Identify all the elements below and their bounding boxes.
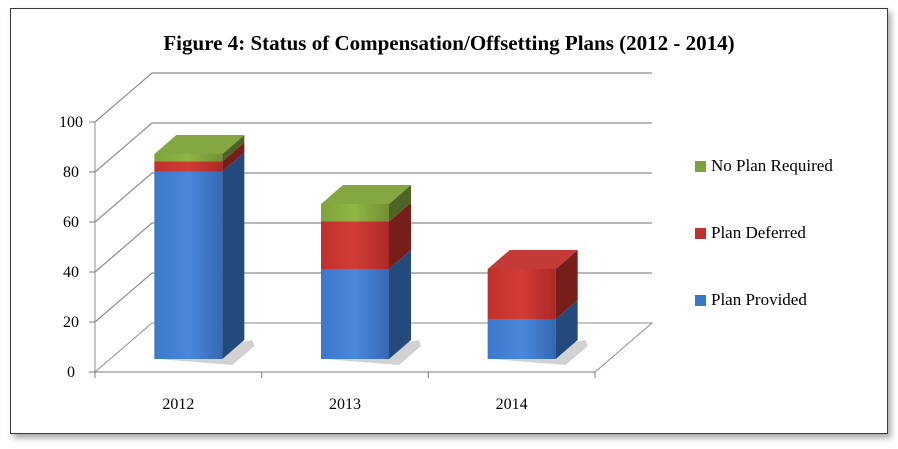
bar-side-2014-plan-provided <box>555 300 578 359</box>
bar-top-2014-plan-deferred <box>487 250 578 269</box>
bar-2014-plan-deferred <box>487 269 556 319</box>
gridline <box>94 72 652 123</box>
bar-2014-plan-provided <box>487 319 556 359</box>
bar-side-2012-plan-deferred <box>222 142 245 172</box>
bar-side-2013-plan-provided <box>389 250 411 359</box>
legend-label-plan-provided: Plan Provided <box>711 290 807 309</box>
bar-2013-plan-provided <box>321 269 389 359</box>
legend-label-plan-deferred: Plan Deferred <box>711 223 806 242</box>
bar-2012-plan-deferred <box>154 161 223 172</box>
y-tick-label: 80 <box>63 164 79 181</box>
bar-top-2013-no-plan-required <box>321 185 411 204</box>
legend-swatch-plan-provided <box>695 295 706 306</box>
bar-top-2012-no-plan-required <box>154 135 245 154</box>
bar-side-2012-plan-provided <box>222 152 245 359</box>
bar-2013-plan-deferred <box>321 221 389 269</box>
y-tick-label: 0 <box>67 364 75 381</box>
gridline <box>94 122 652 173</box>
legend-label-no-plan-required: No Plan Required <box>711 156 833 175</box>
x-tick-label-2013: 2013 <box>329 396 361 413</box>
y-tick-label: 40 <box>63 264 79 281</box>
bar-side-2012-no-plan-required <box>222 135 245 162</box>
x-axis: 2012 2013 2014 <box>94 371 596 413</box>
bar-side-2014-plan-deferred <box>555 250 578 319</box>
bar-2012-plan-provided <box>154 171 223 359</box>
chart-title: Figure 4: Status of Compensation/Offsett… <box>163 31 734 55</box>
legend-swatch-plan-deferred <box>695 228 706 239</box>
bars <box>154 135 588 365</box>
y-tick-label: 60 <box>63 214 79 231</box>
bar-2013-no-plan-required <box>321 204 389 222</box>
y-axis: 0 20 40 60 80 100 <box>59 114 95 381</box>
legend: No Plan Required Plan Deferred Plan Provid… <box>695 156 833 309</box>
bar-side-2013-plan-deferred <box>389 202 411 269</box>
bar-2012-no-plan-required <box>154 154 223 162</box>
gridline <box>94 172 652 223</box>
x-tick-label-2012: 2012 <box>162 396 194 413</box>
legend-swatch-no-plan-required <box>695 161 706 172</box>
bar-side-2013-no-plan-required <box>389 185 411 222</box>
gridline <box>94 272 652 323</box>
gridline <box>94 222 652 273</box>
y-tick-label: 100 <box>59 114 83 131</box>
y-tick-label: 20 <box>63 314 79 331</box>
x-tick-label-2014: 2014 <box>496 396 528 413</box>
